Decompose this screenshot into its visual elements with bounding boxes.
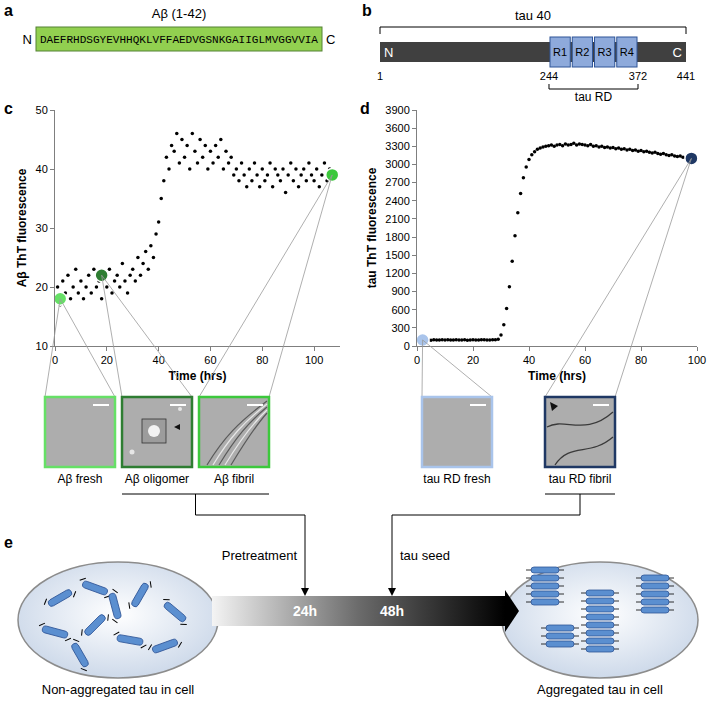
svg-text:60: 60 <box>579 354 591 366</box>
svg-text:tau RD: tau RD <box>575 90 613 104</box>
svg-text:2400: 2400 <box>385 195 409 207</box>
svg-text:20: 20 <box>101 354 113 366</box>
svg-text:Pretreatment: Pretreatment <box>222 548 298 563</box>
svg-text:d: d <box>360 100 370 117</box>
svg-text:2700: 2700 <box>385 176 409 188</box>
svg-text:R3: R3 <box>598 46 612 58</box>
svg-text:300: 300 <box>391 322 409 334</box>
svg-text:1500: 1500 <box>385 249 409 261</box>
svg-text:1200: 1200 <box>385 267 409 279</box>
svg-text:20: 20 <box>467 354 479 366</box>
svg-text:0: 0 <box>414 354 420 366</box>
svg-text:900: 900 <box>391 285 409 297</box>
svg-text:40: 40 <box>36 163 48 175</box>
svg-text:Aβ (1-42): Aβ (1-42) <box>152 6 206 21</box>
svg-text:3600: 3600 <box>385 122 409 134</box>
svg-text:tau ThT fluorescence: tau ThT fluorescence <box>365 167 379 288</box>
svg-text:0: 0 <box>52 354 58 366</box>
svg-text:Aβ oligomer: Aβ oligomer <box>125 472 189 486</box>
svg-text:C: C <box>326 32 335 47</box>
svg-text:3300: 3300 <box>385 140 409 152</box>
svg-text:tau seed: tau seed <box>400 548 450 563</box>
svg-text:R1: R1 <box>553 46 567 58</box>
svg-text:60: 60 <box>204 354 216 366</box>
svg-text:R2: R2 <box>575 46 589 58</box>
svg-text:tau 40: tau 40 <box>515 8 551 23</box>
svg-text:80: 80 <box>635 354 647 366</box>
svg-text:R4: R4 <box>620 46 634 58</box>
svg-text:Aβ fibril: Aβ fibril <box>214 472 254 486</box>
svg-text:b: b <box>362 2 372 19</box>
svg-text:a: a <box>4 2 13 19</box>
svg-text:1: 1 <box>377 70 383 82</box>
svg-text:24h: 24h <box>293 603 317 619</box>
svg-text:100: 100 <box>305 354 323 366</box>
svg-text:48h: 48h <box>380 603 404 619</box>
svg-text:40: 40 <box>523 354 535 366</box>
svg-text:0: 0 <box>404 340 410 352</box>
svg-text:20: 20 <box>36 281 48 293</box>
svg-text:N: N <box>384 45 393 60</box>
svg-text:tau RD fresh: tau RD fresh <box>423 472 490 486</box>
svg-text:441: 441 <box>677 70 695 82</box>
svg-text:1800: 1800 <box>385 231 409 243</box>
svg-text:2100: 2100 <box>385 213 409 225</box>
svg-text:10: 10 <box>36 340 48 352</box>
svg-text:50: 50 <box>36 104 48 116</box>
svg-text:372: 372 <box>629 70 647 82</box>
svg-text:c: c <box>4 100 13 117</box>
svg-text:40: 40 <box>153 354 165 366</box>
svg-text:Aggregated tau in cell: Aggregated tau in cell <box>537 682 663 697</box>
svg-text:3900: 3900 <box>385 104 409 116</box>
svg-text:DAEFRHDSGYEVHHQKLVFFAEDVGSNKGA: DAEFRHDSGYEVHHQKLVFFAEDVGSNKGAIIGLMVGGVV… <box>40 35 318 46</box>
svg-text:100: 100 <box>688 354 706 366</box>
svg-text:244: 244 <box>540 70 558 82</box>
svg-text:e: e <box>4 534 13 551</box>
svg-text:Non-aggregated tau in cell: Non-aggregated tau in cell <box>42 682 195 697</box>
svg-text:N: N <box>23 32 32 47</box>
svg-text:600: 600 <box>391 304 409 316</box>
svg-text:30: 30 <box>36 222 48 234</box>
svg-text:Time (hrs): Time (hrs) <box>528 369 586 383</box>
svg-text:Aβ ThT fluorescence: Aβ ThT fluorescence <box>15 168 29 287</box>
svg-text:80: 80 <box>256 354 268 366</box>
svg-text:3000: 3000 <box>385 158 409 170</box>
svg-text:Time (hrs): Time (hrs) <box>169 369 227 383</box>
svg-text:tau RD fibril: tau RD fibril <box>549 472 612 486</box>
svg-text:C: C <box>673 45 682 60</box>
svg-text:Aβ fresh: Aβ fresh <box>58 472 103 486</box>
